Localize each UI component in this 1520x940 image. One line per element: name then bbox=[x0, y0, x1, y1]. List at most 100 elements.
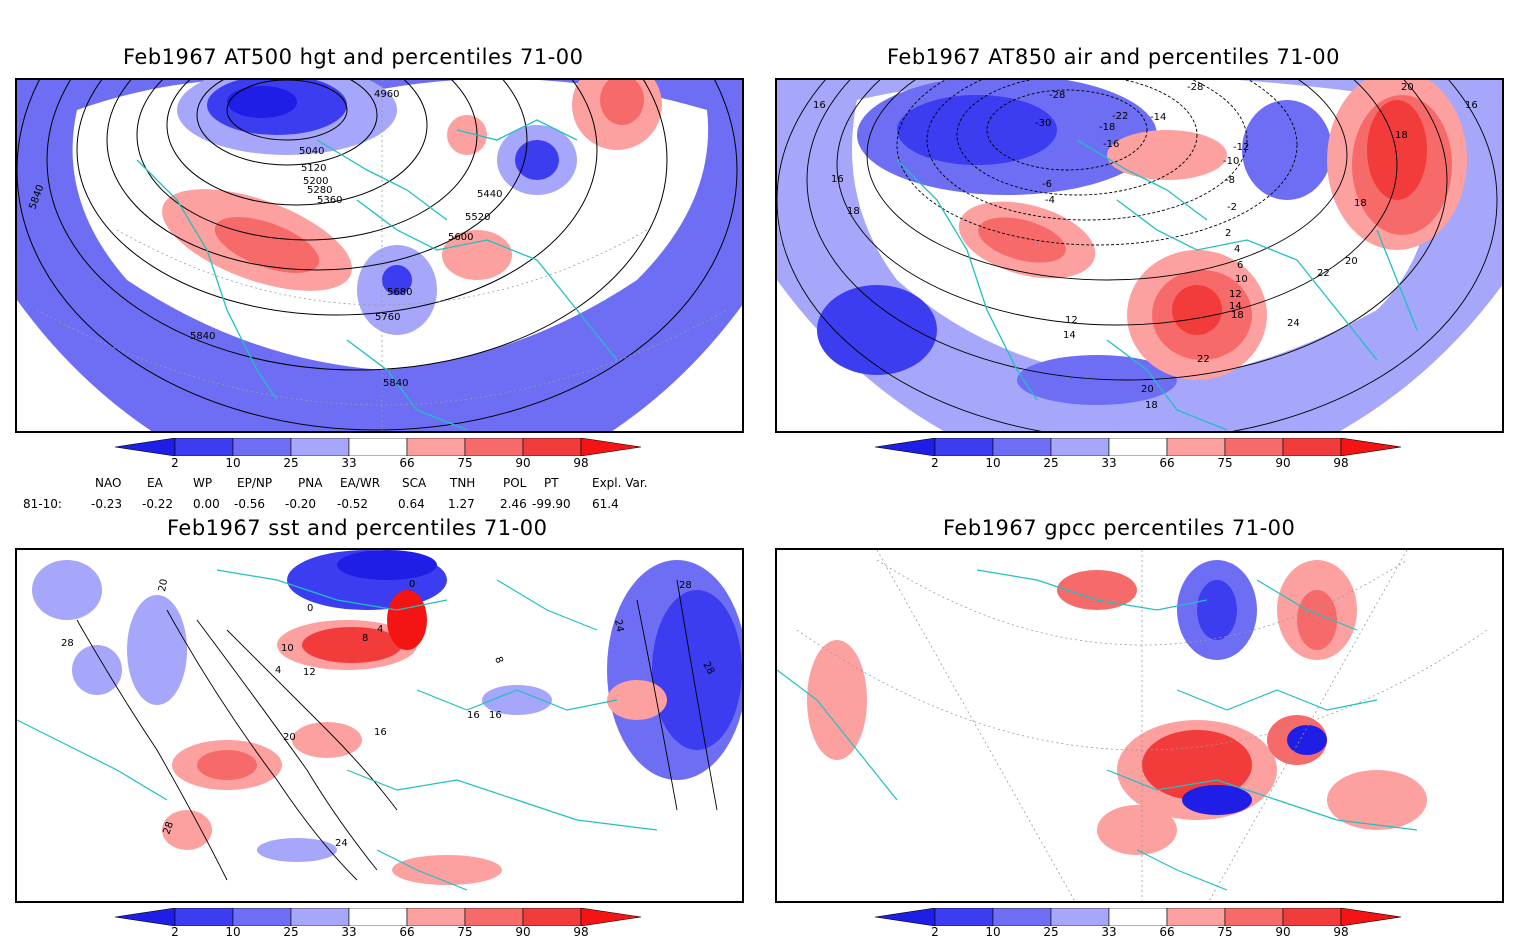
cbar-label: 33 bbox=[1101, 925, 1117, 939]
svg-text:5040: 5040 bbox=[299, 146, 324, 157]
svg-text:5600: 5600 bbox=[448, 232, 473, 243]
hgt500-contour-labels: 4960 5040 5120 5200 5280 5360 5440 5520 … bbox=[27, 89, 502, 389]
map-panel-hgt500: 4960 5040 5120 5200 5280 5360 5440 5520 … bbox=[15, 78, 744, 433]
svg-text:16: 16 bbox=[1465, 100, 1478, 111]
svg-text:24: 24 bbox=[612, 619, 625, 633]
svg-text:5840: 5840 bbox=[190, 331, 215, 342]
svg-text:-6: -6 bbox=[1042, 179, 1052, 190]
svg-text:-4: -4 bbox=[1045, 195, 1055, 206]
cbar-label: 25 bbox=[283, 925, 299, 939]
svg-text:2: 2 bbox=[1225, 228, 1231, 239]
cbar-label: 75 bbox=[457, 925, 473, 939]
air850-map: -28 -30 -28 -22 -18 -16 -14 -12 -10 -8 -… bbox=[777, 80, 1502, 431]
svg-text:18: 18 bbox=[847, 206, 860, 217]
svg-text:-28: -28 bbox=[1049, 90, 1065, 101]
index-value: 0.00 bbox=[193, 497, 220, 511]
svg-text:16: 16 bbox=[831, 174, 844, 185]
svg-text:-18: -18 bbox=[1099, 122, 1115, 133]
index-header: WP bbox=[193, 476, 213, 490]
svg-text:12: 12 bbox=[1065, 315, 1078, 326]
svg-text:8: 8 bbox=[492, 655, 505, 665]
cbar-label: 75 bbox=[457, 456, 473, 470]
svg-text:28: 28 bbox=[161, 820, 176, 836]
svg-text:8: 8 bbox=[362, 633, 368, 644]
svg-text:-10: -10 bbox=[1223, 156, 1239, 167]
sst-contour-labels: 20 28 0 0 4 8 10 12 16 16 20 24 28 28 24… bbox=[61, 578, 716, 849]
map-panel-sst: 20 28 0 0 4 8 10 12 16 16 20 24 28 28 24… bbox=[15, 548, 744, 903]
svg-text:5840: 5840 bbox=[383, 378, 408, 389]
cbar-label: 66 bbox=[399, 925, 415, 939]
svg-text:5440: 5440 bbox=[477, 189, 502, 200]
cbar-label: 25 bbox=[1043, 456, 1059, 470]
sst-map: 20 28 0 0 4 8 10 12 16 16 20 24 28 28 24… bbox=[17, 550, 742, 901]
index-header: EA bbox=[147, 476, 163, 490]
index-value: 0.64 bbox=[398, 497, 425, 511]
svg-text:6: 6 bbox=[1237, 260, 1243, 271]
index-value: -0.56 bbox=[234, 497, 266, 511]
svg-text:20: 20 bbox=[1141, 384, 1154, 395]
index-header: TNH bbox=[450, 476, 476, 490]
cbar-label: 90 bbox=[515, 925, 531, 939]
colorbar-gpcc-svg bbox=[874, 907, 1402, 927]
svg-text:14: 14 bbox=[1229, 301, 1242, 312]
colorbar-hgt500-svg bbox=[114, 437, 642, 457]
cbar-label: 98 bbox=[573, 925, 589, 939]
index-row-label: 81-10: bbox=[23, 497, 62, 511]
svg-text:18: 18 bbox=[1145, 400, 1158, 411]
cbar-label: 33 bbox=[341, 925, 357, 939]
colorbar-sst: 2 10 25 33 66 75 90 98 bbox=[114, 907, 645, 940]
cbar-label: 10 bbox=[225, 456, 241, 470]
svg-text:-2: -2 bbox=[1227, 202, 1237, 213]
svg-text:0: 0 bbox=[307, 603, 313, 614]
index-value: 1.27 bbox=[448, 497, 475, 511]
svg-text:-8: -8 bbox=[1225, 175, 1235, 186]
cbar-label: 90 bbox=[515, 456, 531, 470]
svg-text:4: 4 bbox=[377, 624, 383, 635]
panel-title-hgt500: Feb1967 AT500 hgt and percentiles 71-00 bbox=[123, 45, 584, 69]
svg-text:20: 20 bbox=[1345, 256, 1358, 267]
air850-contour-labels: -28 -30 -28 -22 -18 -16 -14 -12 -10 -8 -… bbox=[813, 82, 1478, 411]
svg-text:5120: 5120 bbox=[301, 163, 326, 174]
cbar-label: 25 bbox=[283, 456, 299, 470]
cbar-label: 10 bbox=[985, 925, 1001, 939]
colorbar-sst-svg bbox=[114, 907, 642, 927]
svg-text:16: 16 bbox=[489, 710, 502, 721]
map-panel-gpcc bbox=[775, 548, 1504, 903]
index-header: NAO bbox=[95, 476, 122, 490]
svg-text:24: 24 bbox=[1287, 318, 1300, 329]
svg-text:5360: 5360 bbox=[317, 195, 342, 206]
svg-text:20: 20 bbox=[283, 732, 296, 743]
svg-text:20: 20 bbox=[157, 578, 170, 592]
cbar-label: 75 bbox=[1217, 925, 1233, 939]
svg-text:5760: 5760 bbox=[375, 312, 400, 323]
cbar-label: 66 bbox=[1159, 456, 1175, 470]
svg-text:-16: -16 bbox=[1103, 139, 1119, 150]
svg-text:20: 20 bbox=[1401, 82, 1414, 93]
svg-text:16: 16 bbox=[374, 727, 387, 738]
svg-text:-28: -28 bbox=[1187, 82, 1203, 93]
index-header: EA/WR bbox=[340, 476, 381, 490]
cbar-label: 98 bbox=[573, 456, 589, 470]
cbar-label: 25 bbox=[1043, 925, 1059, 939]
index-header: EP/NP bbox=[237, 476, 273, 490]
svg-text:12: 12 bbox=[1229, 289, 1242, 300]
map-panel-air850: -28 -30 -28 -22 -18 -16 -14 -12 -10 -8 -… bbox=[775, 78, 1504, 433]
svg-text:28: 28 bbox=[61, 638, 74, 649]
svg-text:-14: -14 bbox=[1150, 112, 1166, 123]
svg-text:18: 18 bbox=[1354, 198, 1367, 209]
svg-text:10: 10 bbox=[1235, 274, 1248, 285]
cbar-label: 98 bbox=[1333, 925, 1349, 939]
svg-text:18: 18 bbox=[1395, 130, 1408, 141]
panel-title-air850: Feb1967 AT850 air and percentiles 71-00 bbox=[887, 45, 1340, 69]
svg-text:28: 28 bbox=[679, 580, 692, 591]
panel-title-sst: Feb1967 sst and percentiles 71-00 bbox=[167, 516, 548, 540]
cbar-label: 10 bbox=[225, 925, 241, 939]
svg-text:18: 18 bbox=[1231, 310, 1244, 321]
cbar-label: 66 bbox=[1159, 925, 1175, 939]
svg-text:4960: 4960 bbox=[374, 89, 399, 100]
svg-text:0: 0 bbox=[409, 579, 415, 590]
svg-text:24: 24 bbox=[335, 838, 348, 849]
colorbar-hgt500: 2 10 25 33 66 75 90 98 bbox=[114, 437, 645, 470]
cbar-label: 75 bbox=[1217, 456, 1233, 470]
cbar-label: 98 bbox=[1333, 456, 1349, 470]
